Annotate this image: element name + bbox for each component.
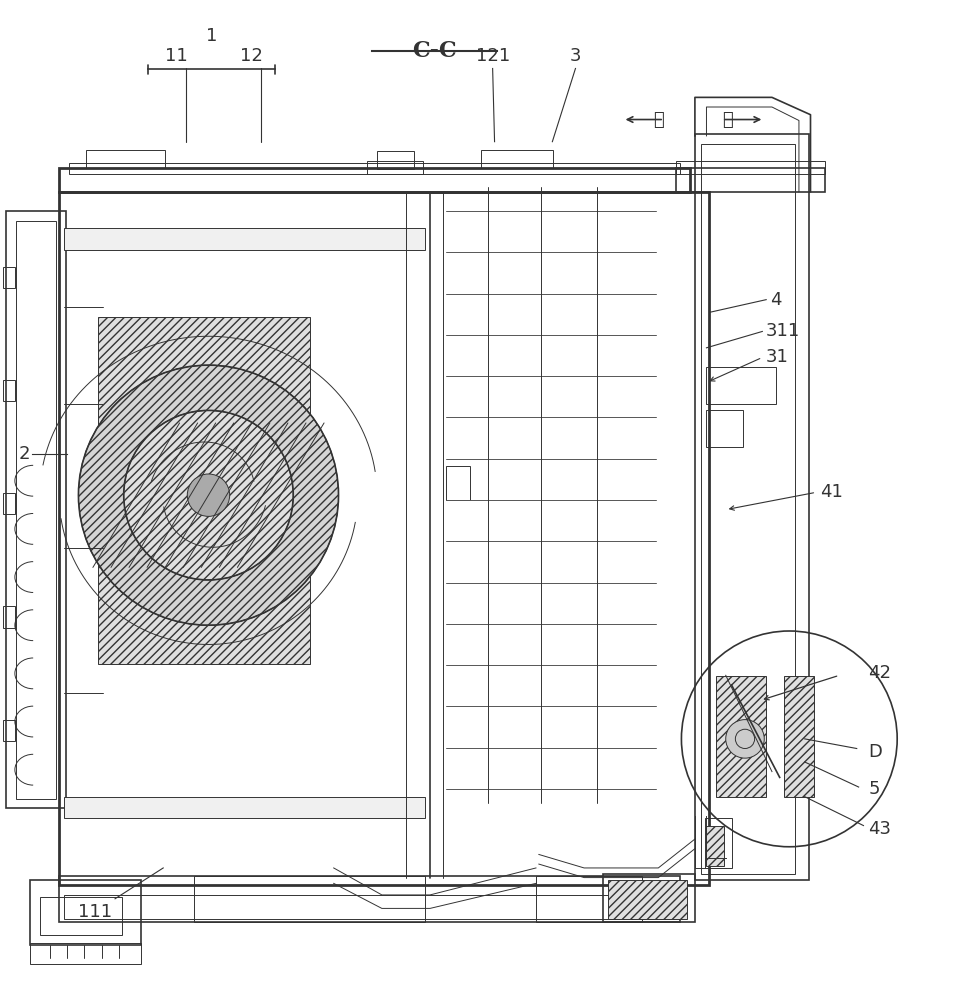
Bar	[3, 606, 14, 628]
Bar	[59, 192, 709, 885]
Bar	[194, 876, 425, 922]
Circle shape	[725, 720, 764, 758]
Bar	[86, 150, 165, 168]
Bar	[30, 943, 141, 964]
Text: 11: 11	[165, 47, 188, 65]
Text: 12: 12	[241, 47, 264, 65]
Bar	[69, 163, 680, 174]
Bar	[706, 410, 743, 447]
Bar	[64, 895, 675, 919]
Circle shape	[187, 474, 230, 516]
Bar	[704, 818, 731, 868]
Bar	[64, 797, 425, 818]
Bar	[30, 880, 141, 945]
Text: D: D	[868, 743, 882, 761]
Text: 121: 121	[475, 47, 510, 65]
Text: 1: 1	[206, 27, 217, 45]
Bar	[59, 876, 680, 922]
Bar	[481, 150, 554, 168]
Bar	[609, 880, 687, 919]
Bar	[706, 826, 724, 866]
Bar	[6, 211, 66, 808]
Text: 31: 31	[766, 348, 789, 366]
Bar	[706, 367, 776, 404]
Bar	[675, 168, 825, 192]
Bar	[675, 161, 825, 174]
Bar	[59, 168, 690, 192]
Bar	[3, 380, 14, 401]
Bar	[3, 267, 14, 288]
Bar	[700, 144, 795, 874]
Bar	[3, 720, 14, 741]
Text: 后: 后	[722, 111, 732, 129]
Text: 311: 311	[766, 322, 801, 340]
Bar	[536, 876, 642, 922]
Text: 42: 42	[868, 664, 892, 682]
Text: 43: 43	[868, 820, 892, 838]
Text: 41: 41	[820, 483, 843, 501]
Bar	[40, 897, 122, 935]
Bar	[367, 161, 423, 174]
Bar	[783, 676, 814, 797]
Wedge shape	[78, 365, 338, 625]
Bar	[604, 874, 695, 922]
Text: 4: 4	[770, 291, 781, 309]
Bar	[64, 228, 425, 250]
Bar	[716, 676, 766, 797]
Text: 前: 前	[653, 111, 664, 129]
Bar	[15, 221, 56, 799]
Bar	[98, 317, 310, 664]
Text: 5: 5	[868, 780, 880, 798]
Bar	[377, 151, 413, 169]
Text: 111: 111	[78, 903, 112, 921]
Bar	[3, 493, 14, 514]
Bar	[695, 134, 809, 880]
Text: 3: 3	[570, 47, 582, 65]
Text: C-C: C-C	[412, 40, 457, 62]
Text: 2: 2	[18, 445, 30, 463]
Bar	[446, 466, 470, 500]
